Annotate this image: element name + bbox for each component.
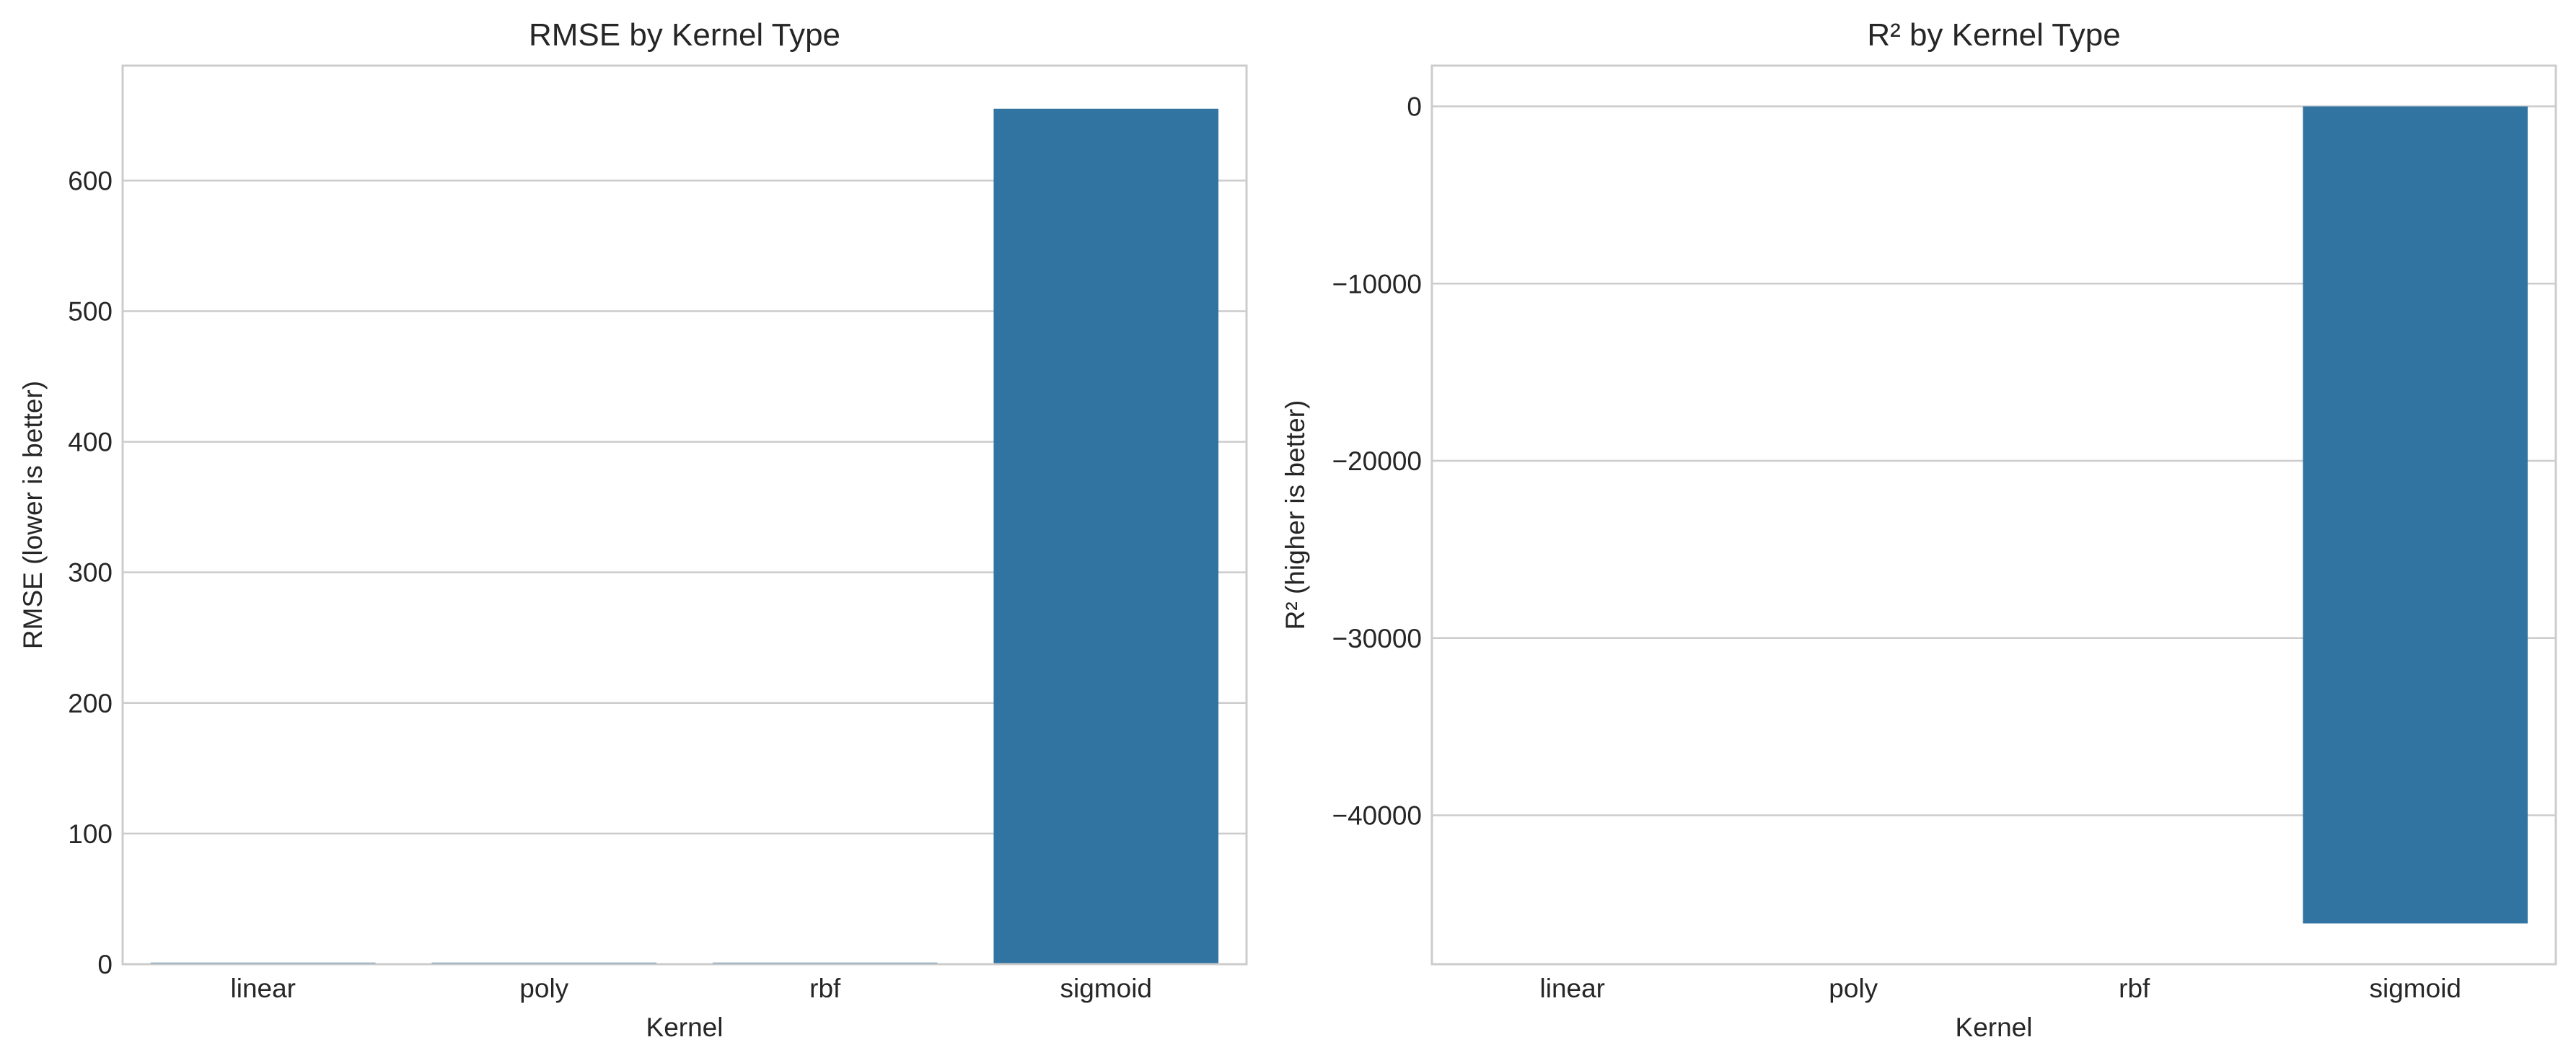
rmse-chart-panel: 0 100 200 300 400 500 600 linear poly rbf sigmoid…	[18, 17, 1248, 1042]
r2-x-axis-label: Kernel	[1956, 1013, 2033, 1042]
rmse-y-tick-label: 400	[68, 428, 113, 457]
r2-y-tick-label: −40000	[1332, 801, 1423, 831]
r2-bar-sigmoid	[2303, 106, 2528, 924]
r2-y-axis-label: R² (higher is better)	[1280, 400, 1310, 630]
r2-chart-title: R² by Kernel Type	[1867, 17, 2120, 53]
rmse-y-tick-label: 300	[68, 558, 113, 588]
rmse-chart-title: RMSE by Kernel Type	[529, 17, 840, 53]
r2-x-tick-label: poly	[1829, 974, 1878, 1003]
rmse-x-tick-label: poly	[519, 974, 568, 1003]
r2-x-tick-label: rbf	[2119, 974, 2150, 1003]
rmse-bar-sigmoid	[993, 108, 1219, 965]
rmse-y-axis-label: RMSE (lower is better)	[18, 381, 48, 649]
r2-bars	[2303, 106, 2528, 924]
rmse-x-tick-label: sigmoid	[1060, 974, 1153, 1003]
rmse-grid	[123, 180, 1247, 966]
r2-chart-panel: 0 −10000 −20000 −30000 −40000 linear poly rbf s…	[1280, 17, 2557, 1042]
r2-x-tick-label: linear	[1540, 974, 1606, 1003]
rmse-x-ticks: linear poly rbf sigmoid	[231, 974, 1153, 1003]
r2-x-tick-label: sigmoid	[2370, 974, 2462, 1003]
rmse-y-tick-label: 600	[68, 166, 113, 195]
rmse-x-axis-label: Kernel	[646, 1013, 724, 1042]
r2-y-ticks: 0 −10000 −20000 −30000 −40000	[1332, 92, 1423, 831]
r2-y-tick-label: −30000	[1332, 624, 1423, 653]
rmse-y-tick-label: 200	[68, 689, 113, 718]
r2-y-tick-label: −10000	[1332, 269, 1423, 299]
rmse-y-ticks: 0 100 200 300 400 500 600	[68, 166, 113, 979]
r2-y-tick-label: −20000	[1332, 446, 1423, 476]
r2-y-tick-label: 0	[1407, 92, 1422, 122]
rmse-y-tick-label: 500	[68, 296, 113, 326]
r2-x-ticks: linear poly rbf sigmoid	[1540, 974, 2462, 1003]
r2-plot-frame	[1430, 64, 2557, 966]
rmse-y-tick-label: 0	[97, 950, 113, 979]
rmse-y-tick-label: 100	[68, 819, 113, 849]
rmse-x-tick-label: linear	[231, 974, 296, 1003]
rmse-x-tick-label: rbf	[809, 974, 841, 1003]
rmse-plot-frame	[121, 64, 1248, 966]
rmse-bars	[150, 108, 1219, 965]
